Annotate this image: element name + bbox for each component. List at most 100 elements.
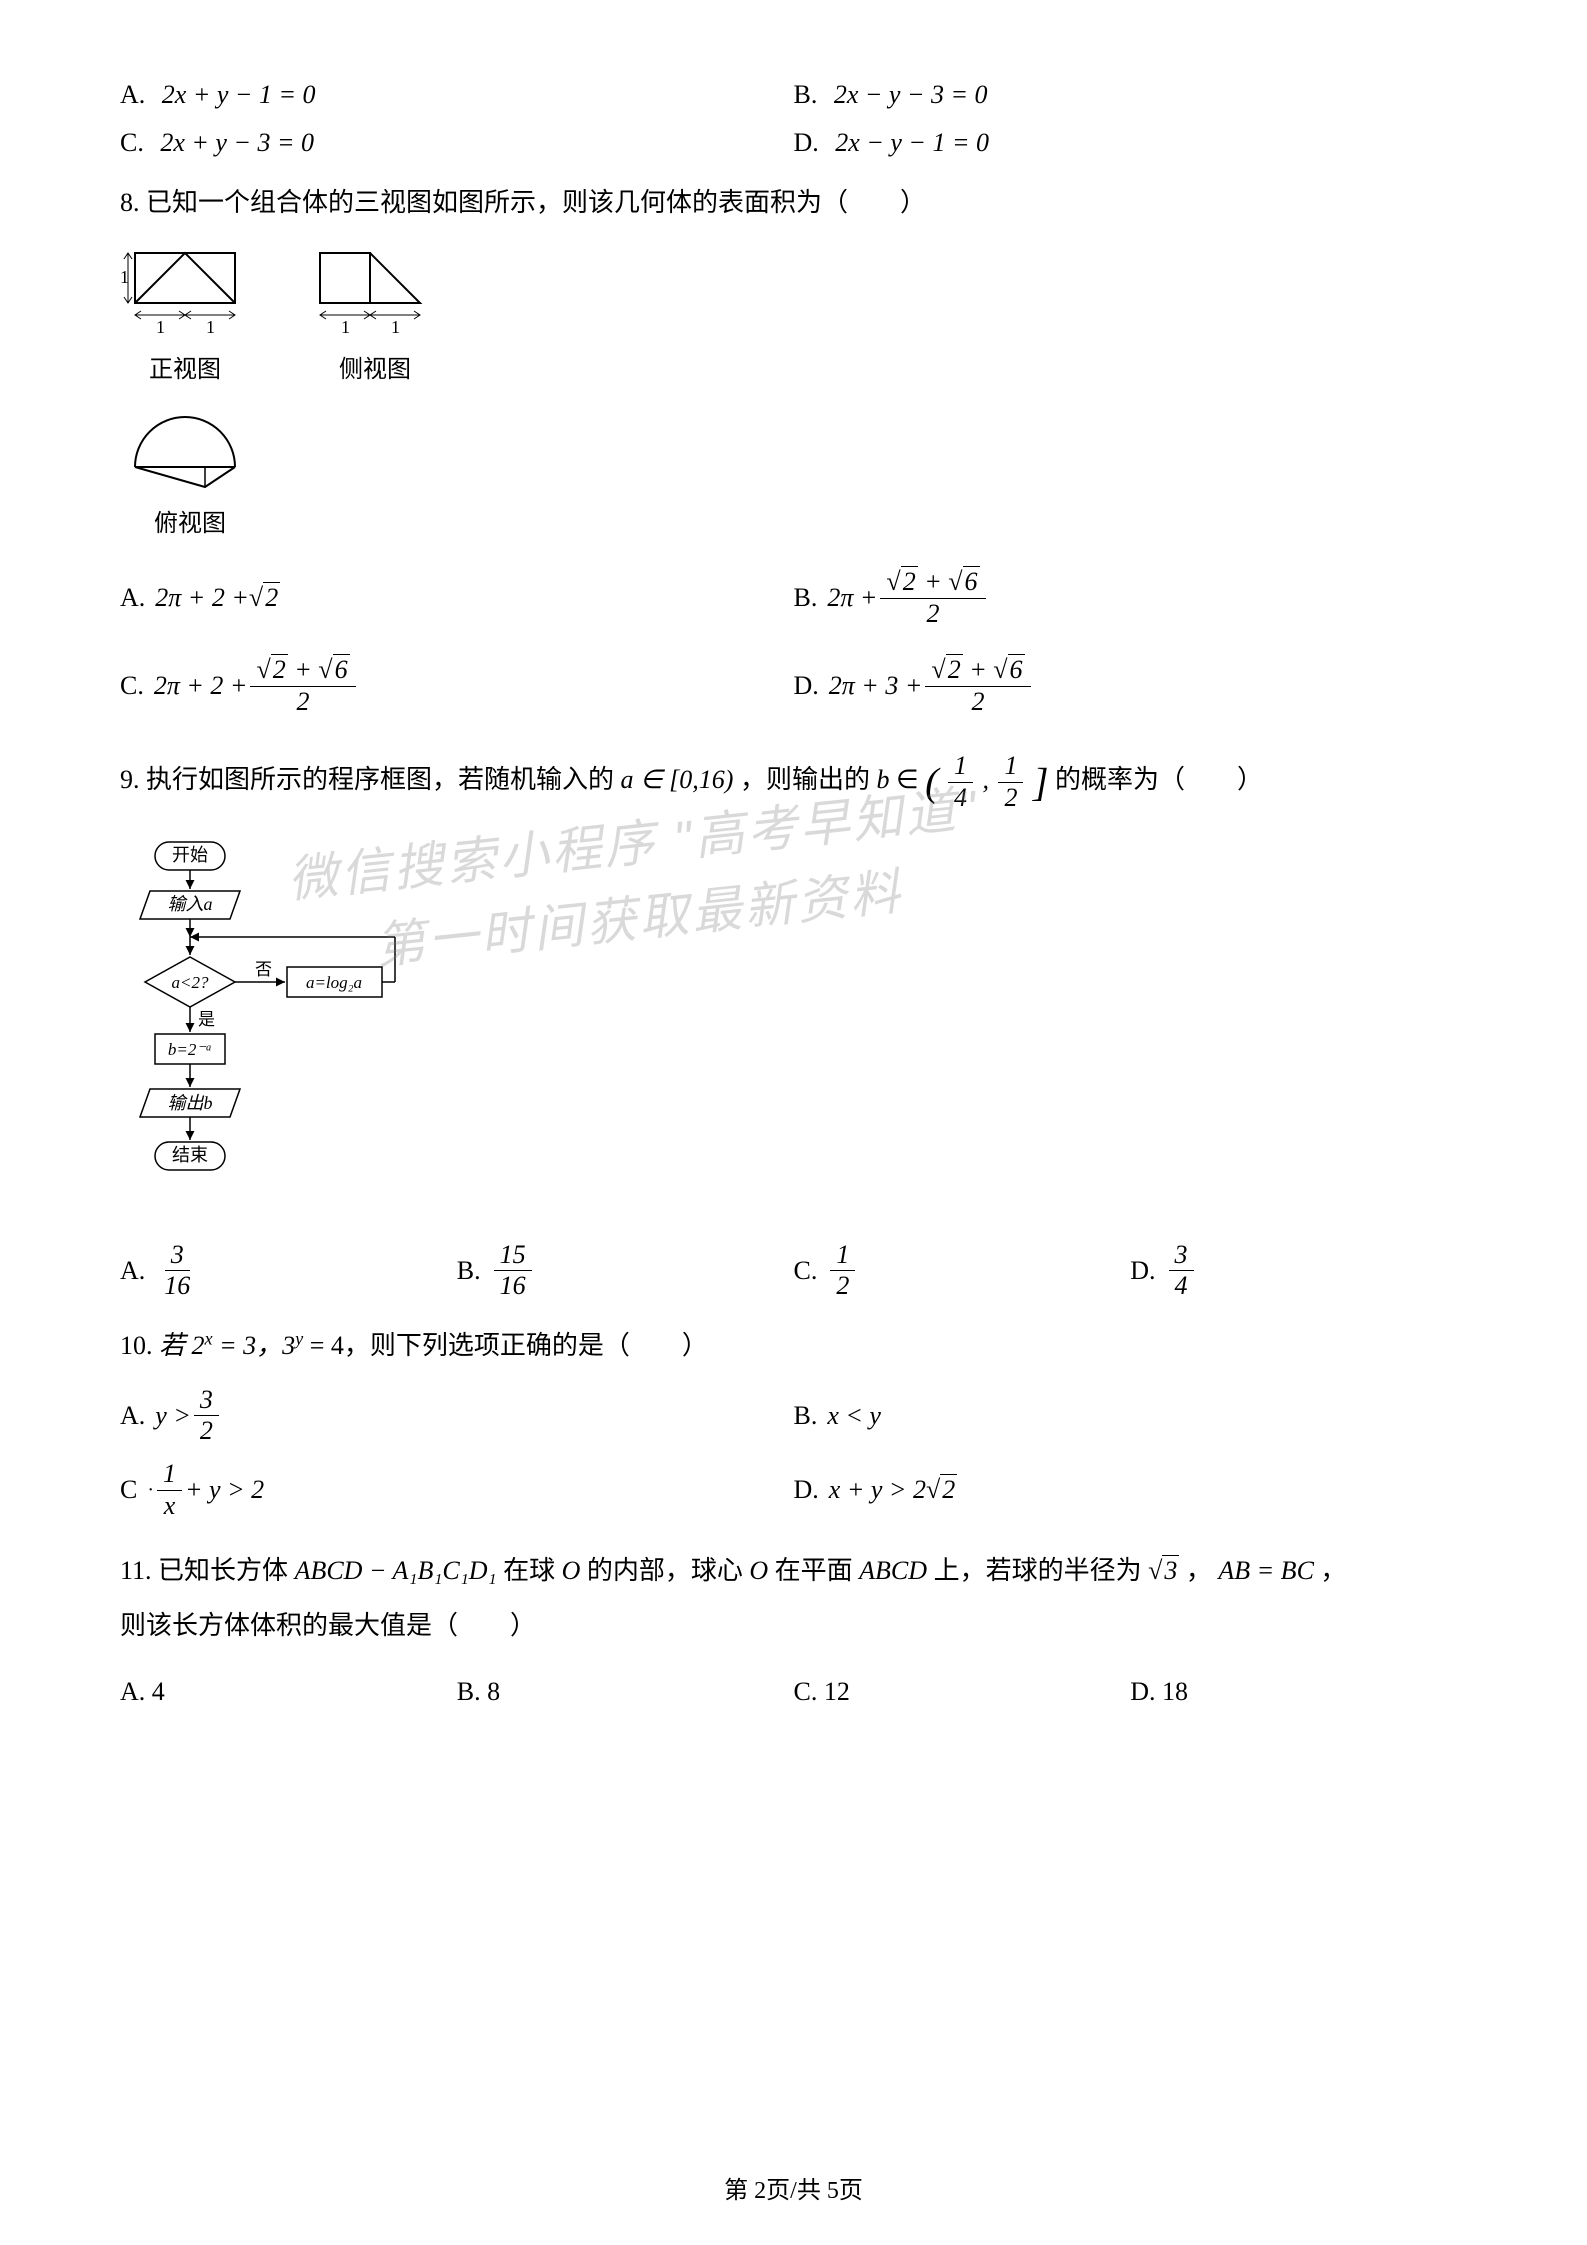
- q7-row-cd: C. 2x + y − 3 = 0 D. 2x − y − 1 = 0: [120, 128, 1467, 158]
- q-number: 10.: [120, 1331, 153, 1360]
- denominator: 4: [948, 783, 973, 813]
- plane-name: ABCD: [859, 1556, 927, 1585]
- comma: ,: [982, 765, 995, 794]
- q9-option-a: A. 3 16: [120, 1241, 457, 1301]
- fraction: 3 2: [194, 1386, 219, 1446]
- q10-stem: 10. 若 2x = 3，3y = 4，则下列选项正确的是（ ）: [120, 1325, 1467, 1362]
- fraction: 3 4: [1169, 1241, 1194, 1301]
- q-text-part: 的内部，球心: [587, 1556, 750, 1585]
- option-label: C.: [120, 128, 144, 158]
- option-label: A.: [120, 80, 145, 110]
- flowchart-svg: 开始 输入a a<2? 否 a=log₂a: [120, 837, 410, 1217]
- side-view-label: 侧视图: [310, 349, 440, 384]
- q-text-part: 执行如图所示的程序框图，若随机输入的: [146, 765, 621, 794]
- solid-name: ABCD − A₁B₁C₁D₁: [295, 1556, 497, 1585]
- q9-options: A. 3 16 B. 15 16 C. 1 2 D. 3 4: [120, 1241, 1467, 1301]
- option-label: D. 18: [1130, 1677, 1188, 1707]
- q8-diagrams-row1: 1 1 1 正视图 1: [120, 243, 1467, 384]
- flow-proc1: a=log₂a: [306, 973, 362, 992]
- fraction: 1 x: [157, 1460, 182, 1520]
- top-view-diagram: 俯视图: [120, 402, 260, 538]
- var-a: a: [621, 765, 634, 794]
- numerator: 2 + 6: [250, 656, 355, 687]
- svg-text:1: 1: [206, 317, 215, 337]
- option-expr-base: 2π +: [827, 583, 877, 613]
- q-text-part: = 4，则下列选项正确的是（ ）: [310, 1331, 708, 1360]
- numerator: 1: [998, 752, 1023, 783]
- fraction: 2 + 6 2: [880, 568, 985, 628]
- q-text: 已知一个组合体的三视图如图所示，则该几何体的表面积为（ ）: [146, 188, 926, 217]
- bracket-left: (: [925, 760, 938, 805]
- denominator: 2: [194, 1416, 219, 1446]
- option-label: D.: [794, 1475, 819, 1505]
- q-text-part: ∈: [896, 765, 925, 794]
- q8-option-d: D. 2π + 3 + 2 + 6 2: [794, 656, 1468, 716]
- denominator: 16: [158, 1271, 196, 1301]
- q-text-line2: 则该长方体体积的最大值是（ ）: [120, 1611, 536, 1640]
- q9-flowchart: 开始 输入a a<2? 否 a=log₂a: [120, 837, 1467, 1217]
- eq-expr: AB = BC: [1218, 1556, 1314, 1585]
- q11-option-b: B. 8: [457, 1677, 794, 1707]
- q9-option-c: C. 1 2: [794, 1241, 1131, 1301]
- svg-text:1: 1: [120, 267, 129, 287]
- q-text-part: 已知长方体: [158, 1556, 295, 1585]
- option-label: D.: [794, 128, 819, 158]
- q8-row-cd: C. 2π + 2 + 2 + 6 2 D. 2π + 3 + 2 + 6 2: [120, 656, 1467, 716]
- flow-input: 输入a: [168, 894, 213, 914]
- option-label: D.: [1130, 1256, 1155, 1286]
- option-label: C.: [794, 1256, 818, 1286]
- var-b: b: [876, 765, 889, 794]
- option-label: B.: [794, 583, 818, 613]
- fraction: 2 + 6 2: [250, 656, 355, 716]
- option-expr: y >: [155, 1401, 191, 1431]
- option-label: B. 8: [457, 1677, 500, 1707]
- option-label: B.: [794, 1401, 818, 1431]
- numerator: 1: [948, 752, 973, 783]
- q-text-part: 上，若球的半径为: [934, 1556, 1149, 1585]
- denominator: 4: [1169, 1271, 1194, 1301]
- side-view-diagram: 1 1 侧视图: [310, 243, 440, 384]
- denominator: 2: [965, 687, 990, 717]
- option-label: A.: [120, 1401, 145, 1431]
- point-O: O: [749, 1556, 768, 1585]
- q-text-part: = 3，3: [219, 1331, 295, 1360]
- q-number: 8.: [120, 188, 140, 217]
- sqrt: 2: [926, 1475, 957, 1505]
- option-expr-base: 2π + 2 +: [155, 583, 249, 613]
- q-text-part: 在平面: [775, 1556, 860, 1585]
- option-label: A.: [120, 583, 145, 613]
- denominator: 2: [920, 599, 945, 629]
- q7-option-c: C. 2x + y − 3 = 0: [120, 128, 794, 158]
- denominator: 2: [291, 687, 316, 717]
- q8-option-a: A. 2π + 2 + 2: [120, 568, 794, 628]
- numerator: 1: [157, 1460, 182, 1491]
- point-O: O: [562, 1556, 581, 1585]
- option-expr: 2x − y − 3 = 0: [834, 80, 988, 109]
- option-expr: x < y: [827, 1401, 881, 1431]
- q9-option-b: B. 15 16: [457, 1241, 794, 1301]
- q-text-part: ，: [1186, 1556, 1212, 1585]
- page: A. 2x + y − 1 = 0 B. 2x − y − 3 = 0 C. 2…: [0, 0, 1587, 2245]
- fraction: 3 16: [158, 1241, 196, 1301]
- q10-option-d: D. x + y > 2 2: [794, 1460, 1468, 1520]
- q9-option-d: D. 3 4: [1130, 1241, 1467, 1301]
- fraction: 1 2: [830, 1241, 855, 1301]
- flow-proc2: b=2⁻ᵃ: [168, 1040, 212, 1059]
- q8-stem: 8. 已知一个组合体的三视图如图所示，则该几何体的表面积为（ ）: [120, 182, 1467, 219]
- numerator: 3: [194, 1386, 219, 1417]
- q11-stem: 11. 已知长方体 ABCD − A₁B₁C₁D₁ 在球 O 的内部，球心 O …: [120, 1544, 1467, 1653]
- bracket-right: ]: [1033, 760, 1049, 805]
- option-expr: 2x − y − 1 = 0: [835, 128, 989, 157]
- option-expr: 2x + y − 1 = 0: [162, 80, 316, 109]
- flow-end: 结束: [172, 1145, 208, 1165]
- q10-option-c: C · 1 x + y > 2: [120, 1460, 794, 1520]
- dot: ·: [147, 1479, 154, 1502]
- flow-yes: 是: [198, 1010, 215, 1029]
- denominator: 16: [494, 1271, 532, 1301]
- q-text-part: ，则输出的: [740, 765, 877, 794]
- denominator: x: [158, 1491, 182, 1521]
- q-number: 9.: [120, 765, 140, 794]
- q8-option-c: C. 2π + 2 + 2 + 6 2: [120, 656, 794, 716]
- numerator: 2 + 6: [880, 568, 985, 599]
- fraction: 1 4: [948, 752, 973, 812]
